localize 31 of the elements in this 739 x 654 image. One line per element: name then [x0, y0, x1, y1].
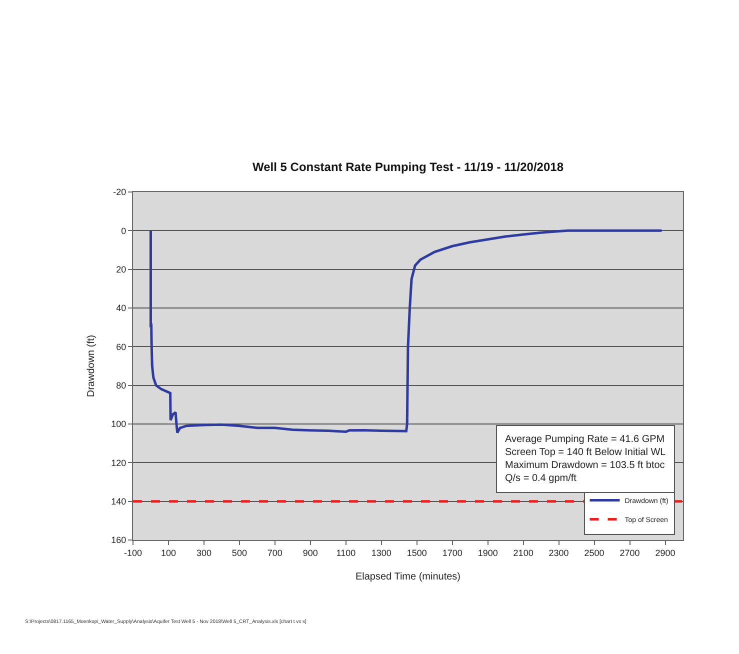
- x-axis-title: Elapsed Time (minutes): [355, 571, 461, 582]
- x-tick-label: 1500: [406, 548, 427, 558]
- y-axis-title: Drawdown (ft): [86, 334, 98, 398]
- y-tick-label: 40: [116, 303, 126, 314]
- x-tick-label: 500: [232, 548, 247, 558]
- x-tick-label: 700: [267, 548, 282, 558]
- x-tick-label: -100: [124, 548, 142, 558]
- y-tick-label: 160: [111, 535, 126, 546]
- x-tick-label: 2100: [513, 548, 534, 558]
- line-series: [149, 229, 663, 434]
- y-tick-label: 60: [116, 342, 126, 352]
- y-tick-label: 100: [111, 419, 126, 430]
- x-tick-label: 900: [302, 548, 318, 558]
- chart-title: Well 5 Constant Rate Pumping Test - 11/19 - 11/20/2018: [252, 160, 564, 174]
- x-tick-label: 2700: [620, 548, 640, 558]
- y-tick-label: -20: [113, 187, 126, 198]
- x-tick-label: 1300: [371, 548, 392, 558]
- x-tick-label: 100: [160, 548, 176, 558]
- x-tick-label: 1700: [442, 548, 462, 558]
- y-tick-label: 20: [116, 264, 126, 274]
- y-tick-label: 120: [111, 458, 126, 468]
- x-tick-label: 1900: [478, 548, 498, 558]
- x-tick-label: 1100: [336, 548, 356, 558]
- y-tick-label: 0: [121, 226, 126, 236]
- x-tick-label: 2900: [655, 548, 676, 558]
- x-tick-label: 2300: [548, 548, 569, 558]
- x-tick-label: 300: [196, 548, 212, 558]
- x-tick-label: 2500: [584, 548, 604, 558]
- annotation: Average Pumping Rate = 41.6 GPM Screen Top = 140 ft Below Initial WL Maximum Drawdown = 103.5 ft btoc Q/s = 0.4 gpm/ft: [505, 434, 666, 484]
- y-tick-label: 140: [111, 496, 126, 506]
- y-tick-label: 80: [116, 380, 126, 390]
